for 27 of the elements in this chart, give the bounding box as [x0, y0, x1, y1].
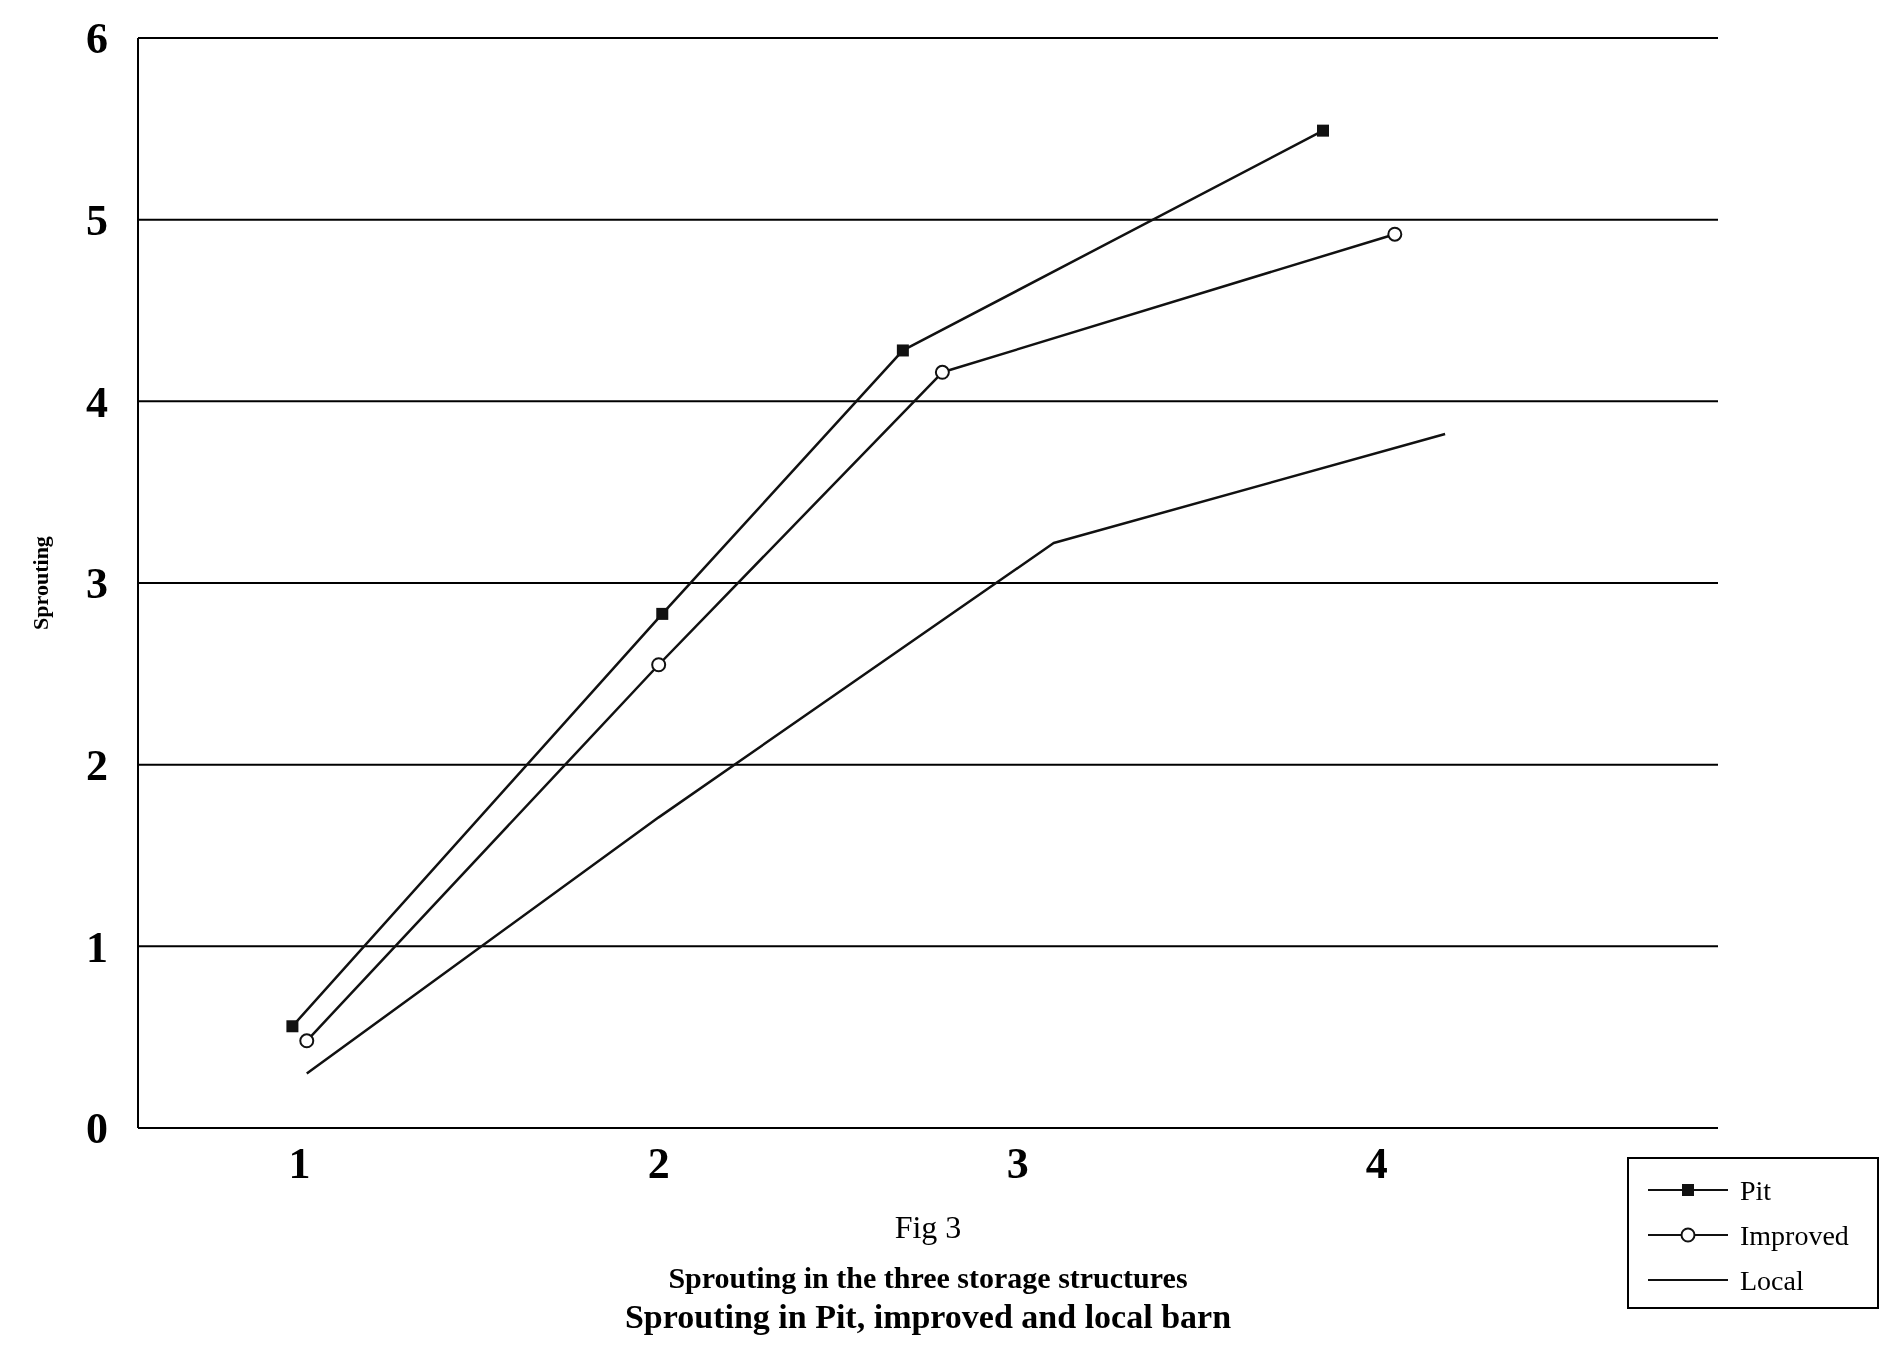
- point: [286, 1020, 299, 1033]
- y-tick-label: 4: [86, 377, 108, 427]
- y-tick-label: 0: [86, 1104, 108, 1154]
- point: [1387, 226, 1403, 242]
- text: Sprouting in Pit, improved and local barn: [624, 1298, 1232, 1335]
- x-tick-label: 1: [288, 1139, 311, 1188]
- y-axis-title: Sprouting: [28, 536, 53, 630]
- y-tick-label: 3: [86, 559, 108, 609]
- text: Sprouting in the three storage structures: [668, 1261, 1188, 1294]
- x-tick-label: 4: [1365, 1139, 1388, 1188]
- x-tick-label: 3: [1006, 1139, 1029, 1188]
- caption: Fig 3: [894, 1209, 962, 1245]
- point: [896, 344, 909, 357]
- point: [934, 364, 950, 380]
- y-tick-label: 5: [86, 196, 108, 246]
- point: [1317, 124, 1329, 137]
- y-tick-label: 1: [86, 922, 108, 972]
- point: [651, 657, 667, 673]
- point: [299, 1033, 315, 1049]
- legend-label: Improved: [1740, 1219, 1849, 1251]
- x-tick-label: 2: [647, 1139, 670, 1188]
- point: [656, 607, 669, 620]
- line-series: [305, 432, 1447, 1075]
- legend-label: Pit: [1740, 1174, 1772, 1206]
- y-tick-label: 2: [86, 741, 108, 791]
- y-tick-label: 6: [86, 14, 108, 64]
- legend-label: Local: [1740, 1264, 1804, 1296]
